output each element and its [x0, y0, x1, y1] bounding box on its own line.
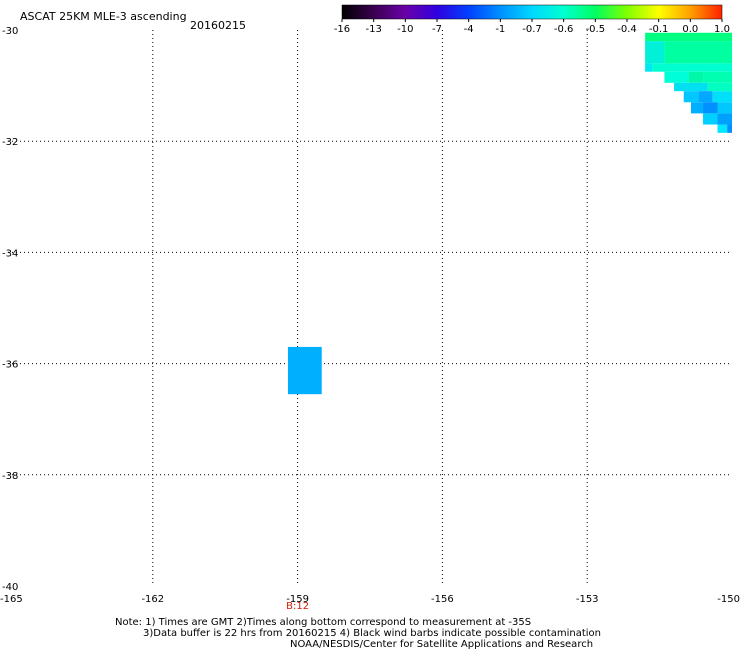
data-cell: [674, 82, 708, 92]
y-tick-label: -32: [2, 137, 18, 148]
data-cell: [652, 63, 732, 72]
data-cell: [707, 82, 732, 92]
chart-title: ASCAT 25KM MLE-3 ascending: [20, 10, 187, 23]
colorbar-label: -0.5: [586, 24, 606, 35]
x-tick-label: -165: [0, 594, 23, 605]
footnote-line-3: NOAA/NESDIS/Center for Satellite Applica…: [290, 639, 594, 650]
colorbar-label: -10: [397, 24, 413, 35]
data-cell: [664, 41, 732, 64]
colorbar-label: -4: [464, 24, 474, 35]
y-tick-label: -34: [2, 248, 18, 259]
data-cell: [645, 32, 732, 42]
data-cell: [712, 91, 732, 103]
colorbar-ramp: [341, 4, 723, 20]
data-cells: [287, 32, 732, 395]
data-cell: [703, 102, 718, 114]
data-cell: [287, 346, 322, 395]
chart-date: 20160215: [190, 19, 246, 32]
colorbar-label: -13: [365, 24, 381, 35]
data-cell: [717, 113, 732, 125]
colorbar-label: -16: [334, 24, 350, 35]
data-cell: [717, 102, 732, 114]
footnote-line-2: 3)Data buffer is 22 hrs from 20160215 4)…: [143, 628, 601, 639]
colorbar: -16 -13 -10 -7 -4 -1 -0.7 -0.6 -0.5 -0.4 -0.1 0.0 1.…: [334, 4, 730, 35]
y-tick-label: -40: [2, 582, 18, 593]
data-cell: [683, 91, 699, 103]
data-cell: [645, 63, 653, 72]
data-cell: [688, 71, 704, 83]
colorbar-label: -0.6: [554, 24, 574, 35]
colorbar-label: -0.7: [522, 24, 542, 35]
colorbar-label: -0.1: [649, 24, 669, 35]
annotations: B:12: [286, 601, 309, 612]
x-tick-label: -162: [141, 594, 164, 605]
data-cell: [690, 102, 704, 114]
y-tick-label: -38: [2, 471, 18, 482]
x-tick-label: -150: [717, 594, 740, 605]
x-tick-label: -156: [431, 594, 454, 605]
data-cell: [664, 71, 689, 83]
x-tick-label: -159: [286, 594, 309, 605]
footnote-line-1: Note: 1) Times are GMT 2)Times along bot…: [115, 617, 532, 628]
y-tick-label: -30: [2, 26, 18, 37]
colorbar-label: 1.0: [714, 24, 730, 35]
grid-lines: [8, 30, 732, 586]
colorbar-label: -1: [495, 24, 505, 35]
data-cell: [703, 113, 718, 125]
colorbar-label: 0.0: [682, 24, 698, 35]
y-tick-label: -36: [2, 360, 18, 371]
axes: -30 -32 -34 -36 -38 -40-165 -162 -159 -156 -153 -1…: [0, 26, 740, 605]
colorbar-label: -7: [432, 24, 442, 35]
data-cell: [645, 41, 665, 64]
data-cell: [703, 71, 732, 83]
x-tick-label: -153: [576, 594, 599, 605]
colorbar-label: -0.4: [617, 24, 637, 35]
data-cell: [727, 124, 732, 133]
annotation-label: B:12: [286, 601, 309, 612]
data-cell: [717, 124, 728, 133]
data-cell: [698, 91, 713, 103]
